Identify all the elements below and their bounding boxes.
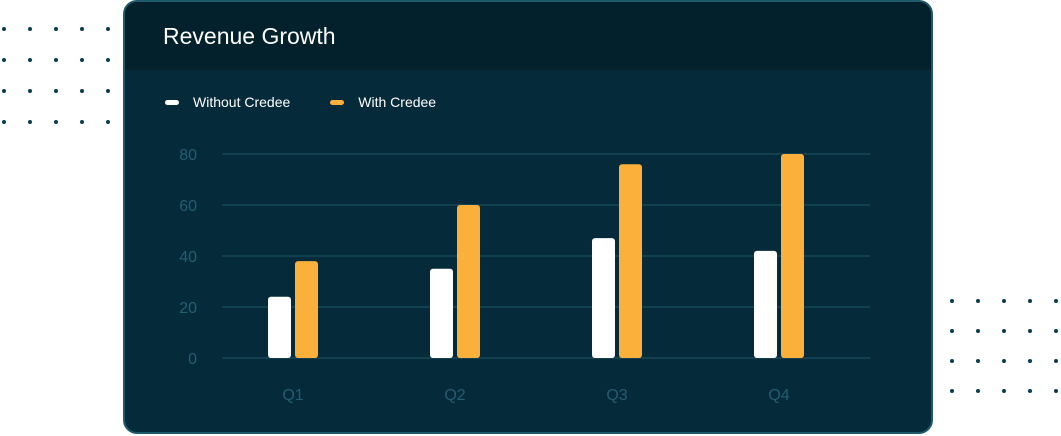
y-tick-label: 80 [179,147,197,164]
decorative-dot [1028,299,1032,303]
decorative-dot [976,329,980,333]
y-tick-label: 20 [179,300,197,317]
bar-without-credee-q4 [754,250,777,358]
decorative-dot [28,58,32,62]
decorative-dot [54,58,58,62]
decorative-dot [106,120,110,124]
decorative-dot [976,299,980,303]
decorative-dot [1054,389,1058,393]
decorative-dot [2,58,6,62]
decorative-dot [1054,359,1058,363]
bar-with-credee-q2 [457,205,480,358]
decorative-dot [950,389,954,393]
decorative-dot [1054,299,1058,303]
decorative-dot [1028,359,1032,363]
bar-with-credee-q1 [295,261,318,358]
decorative-dot-grid-right [950,299,1058,393]
decorative-dot [28,27,32,31]
decorative-dot [80,58,84,62]
revenue-chart-card: Revenue Growth Without Credee With Crede… [123,0,933,434]
decorative-dot [28,120,32,124]
chart-legend: Without Credee With Credee [165,94,436,110]
bar-with-credee-q4 [781,154,804,358]
decorative-dot [2,27,6,31]
decorative-dot [2,120,6,124]
decorative-dot [1002,299,1006,303]
bar-without-credee-q3 [592,238,615,358]
decorative-dot [80,27,84,31]
legend-label: With Credee [358,94,437,110]
decorative-dot [976,389,980,393]
y-tick-label: 0 [188,351,197,368]
legend-swatch-white [165,99,179,105]
x-tick-label: Q2 [444,387,465,404]
decorative-dot [54,89,58,93]
bar-chart: 0 20 40 60 80 Q1 Q2 Q3 Q4 [179,147,870,404]
decorative-dot [106,89,110,93]
decorative-dot [80,89,84,93]
decorative-dot [1028,329,1032,333]
decorative-dot [1002,359,1006,363]
x-tick-label: Q1 [282,387,303,404]
decorative-dot-grid-left [2,27,110,124]
decorative-dot [950,299,954,303]
decorative-dot [950,359,954,363]
decorative-dot [1002,329,1006,333]
decorative-dot [106,27,110,31]
decorative-dot [54,120,58,124]
decorative-dot [1002,389,1006,393]
bar-without-credee-q1 [268,296,291,358]
chart-title: Revenue Growth [163,22,336,49]
decorative-dot [80,120,84,124]
y-tick-label: 40 [179,249,197,266]
legend-item-with-credee: With Credee [330,94,436,110]
x-tick-label: Q3 [606,387,627,404]
x-tick-label: Q4 [768,387,789,404]
bar-with-credee-q3 [619,164,642,358]
decorative-dot [106,58,110,62]
decorative-dot [2,89,6,93]
card-header: Revenue Growth [125,2,931,70]
decorative-dot [54,27,58,31]
decorative-dot [976,359,980,363]
decorative-dot [1054,329,1058,333]
y-tick-label: 60 [179,198,197,215]
legend-swatch-orange [330,99,345,105]
legend-item-without-credee: Without Credee [165,94,290,110]
decorative-dot [1028,389,1032,393]
legend-label: Without Credee [193,94,291,110]
decorative-dot [28,89,32,93]
decorative-dot [950,329,954,333]
bar-without-credee-q2 [430,268,453,358]
